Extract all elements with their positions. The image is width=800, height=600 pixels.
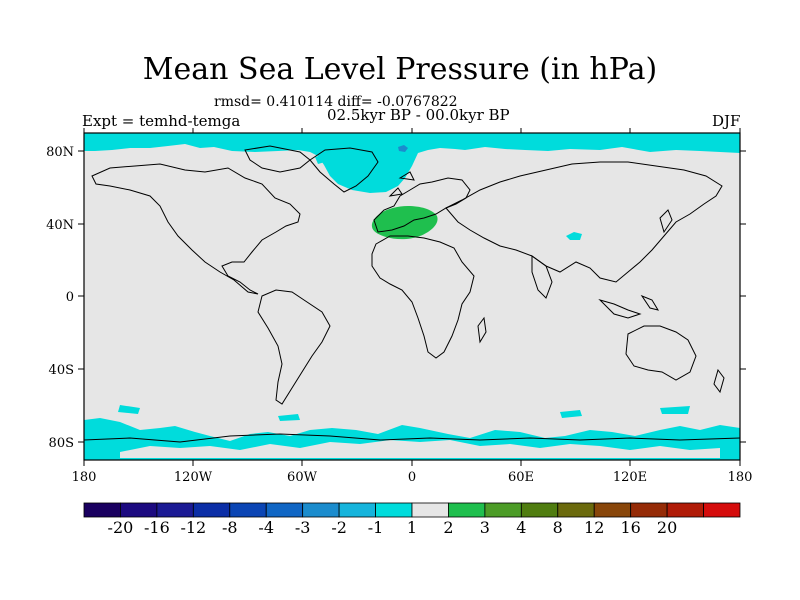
colorbar-swatch: [484, 502, 522, 518]
colorbar-label: 2: [443, 518, 453, 537]
y-tick-label: 40N: [46, 218, 74, 233]
colorbar-swatch: [338, 502, 376, 518]
map-background: [84, 133, 740, 460]
anomaly-arctic-patch: [315, 155, 325, 164]
x-tick-label: 60E: [508, 470, 534, 485]
x-tick-label: 60W: [287, 470, 318, 485]
anomaly-arctic-deep: [398, 145, 408, 152]
y-tick-label: 80N: [46, 145, 74, 160]
colorbar-label: 8: [553, 518, 563, 537]
colorbar-swatch: [630, 502, 668, 518]
y-tick-label: 0: [66, 290, 74, 305]
colorbar-swatch: [411, 502, 449, 518]
x-tick-label: 120W: [174, 470, 213, 485]
colorbar-swatch: [265, 502, 304, 518]
x-tick-label: 0: [408, 470, 416, 485]
colorbar-label: 20: [657, 518, 677, 537]
colorbar-swatch: [120, 502, 158, 518]
colorbar-label: -12: [180, 518, 206, 537]
colorbar-swatch: [229, 502, 267, 518]
x-tick-labels: 180 120W 60W 0 60E 120E 180: [72, 470, 753, 485]
colorbar-swatch: [703, 502, 741, 518]
y-tick-labels: 80N 40N 0 40S 80S: [46, 145, 74, 451]
stats-text: rmsd= 0.410114 diff= -0.0767822: [214, 94, 458, 110]
x-ticks: [83, 128, 741, 466]
colorbar-label: -1: [368, 518, 384, 537]
colorbar: [83, 502, 741, 518]
colorbar-swatch: [375, 502, 413, 518]
colorbar-label: -20: [108, 518, 134, 537]
experiment-text: Expt = temhd-temga: [82, 112, 241, 130]
y-tick-label: 40S: [49, 363, 74, 378]
coastlines: [83, 145, 741, 443]
map-panel: 180 120W 60W 0 60E 120E 180 80N 40N 0 40…: [46, 128, 752, 485]
anomaly-central-asia: [566, 232, 582, 240]
chart-title: Mean Sea Level Pressure (in hPa): [142, 52, 658, 87]
colorbar-swatch: [83, 502, 121, 518]
y-ticks: [78, 150, 746, 443]
colorbar-label: -3: [295, 518, 311, 537]
colorbar-label: 16: [620, 518, 640, 537]
colorbar-label: -4: [258, 518, 274, 537]
x-tick-label: 180: [72, 470, 97, 485]
colorbar-label: -16: [144, 518, 170, 537]
anomaly-southern-ocean-patches: [118, 405, 690, 421]
colorbar-swatch: [156, 502, 194, 518]
y-tick-label: 80S: [49, 436, 74, 451]
colorbar-swatch: [557, 502, 595, 518]
colorbar-label: 3: [480, 518, 490, 537]
colorbar-label: -2: [331, 518, 347, 537]
x-tick-label: 120E: [613, 470, 647, 485]
antarctic-interior: [120, 440, 720, 458]
colorbar-swatch: [192, 502, 231, 518]
period-text: 02.5kyr BP - 00.0kyr BP: [327, 106, 510, 124]
colorbar-label: 12: [584, 518, 604, 537]
season-text: DJF: [712, 112, 741, 130]
colorbar-label: 4: [516, 518, 526, 537]
anomaly-arctic: [84, 133, 740, 193]
colorbar-swatch: [593, 502, 632, 518]
colorbar-swatch: [448, 502, 486, 518]
colorbar-swatch: [520, 502, 559, 518]
colorbar-label: 1: [407, 518, 417, 537]
colorbar-swatch: [666, 502, 704, 518]
colorbar-label: -8: [222, 518, 238, 537]
x-tick-label: 180: [728, 470, 753, 485]
colorbar-labels: -20 -16 -12 -8 -4 -3 -2 -1 1 2 3 4 8 12 16 20: [108, 518, 678, 537]
colorbar-swatch: [302, 502, 340, 518]
